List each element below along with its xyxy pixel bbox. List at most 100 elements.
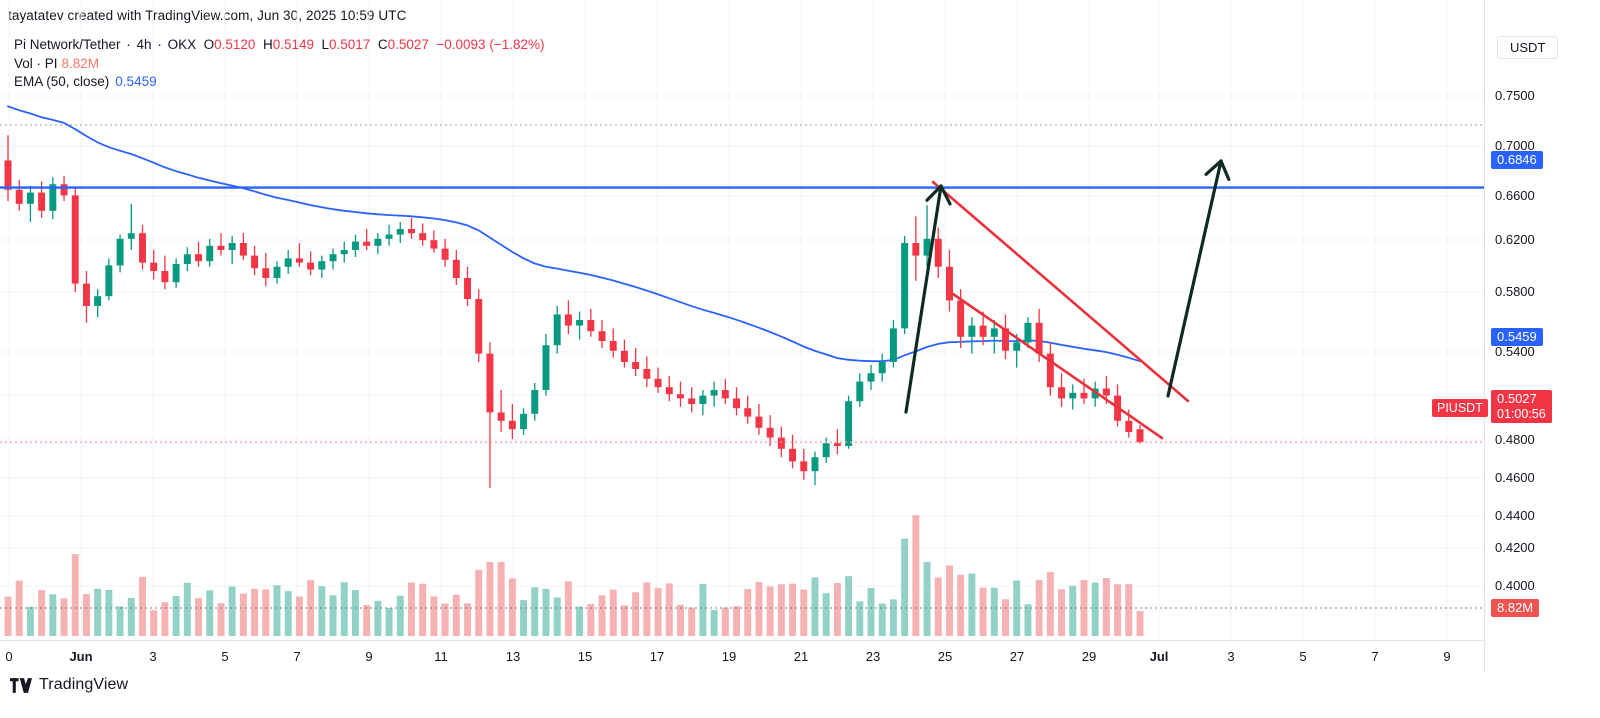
candle-body (1080, 392, 1088, 399)
volume-badge: 8.82M (1491, 599, 1540, 617)
candle-body (273, 266, 281, 278)
volume-bar (755, 581, 763, 636)
candle-body (1046, 353, 1054, 388)
ema-value: 0.5459 (115, 74, 157, 89)
candle-body (733, 398, 740, 409)
volume-value: 8.82M (61, 55, 100, 71)
volume-bar (105, 589, 113, 636)
candle-body (195, 254, 203, 262)
volume-label[interactable]: Vol · PI (14, 55, 58, 71)
impulse-arrow-up-head-b (925, 184, 943, 202)
volume-bar (351, 590, 359, 636)
volume-bar (430, 596, 438, 636)
candle-body (430, 240, 438, 249)
candle-body (419, 233, 427, 241)
channel-upper-trendline[interactable] (931, 180, 1190, 403)
candle-body (609, 341, 617, 351)
candle-body (878, 362, 886, 374)
volume-bar (912, 515, 920, 636)
volume-bar (486, 561, 494, 636)
ema-label[interactable]: EMA (50, close) (14, 74, 110, 89)
volume-bar (822, 593, 830, 636)
chart-canvas (0, 0, 1484, 640)
volume-bar (161, 602, 169, 636)
volume-bar (811, 577, 819, 636)
candle-body (408, 229, 415, 234)
candle-body (867, 373, 875, 382)
volume-bar (82, 594, 90, 636)
candle-body (923, 238, 931, 256)
chart-plot-area[interactable] (0, 0, 1484, 640)
candle-body (520, 413, 528, 430)
time-tick-7: 7 (293, 649, 301, 664)
candle-body (979, 325, 987, 337)
time-tick-Jun: Jun (69, 649, 93, 664)
candle-body (60, 184, 68, 196)
chart-legend: Pi Network/Tether · 4h · OKX O0.5120 H0.… (14, 36, 544, 92)
volume-bar (49, 594, 57, 636)
legend-exchange[interactable]: OKX (167, 37, 197, 52)
volume-bar (878, 603, 886, 636)
tradingview-logo-icon (10, 677, 32, 693)
candle-body (632, 362, 640, 369)
candle-body (82, 283, 90, 306)
candle-body (239, 243, 247, 256)
candle-body (351, 241, 359, 250)
volume-bar (856, 601, 864, 636)
candle-body (374, 238, 382, 246)
volume-bar (990, 587, 998, 636)
volume-bar (553, 597, 561, 636)
volume-bar (217, 603, 225, 636)
volume-bar (632, 592, 640, 636)
impulse-arrow-up[interactable] (904, 184, 952, 414)
candle-body (340, 250, 348, 255)
candle-body (553, 314, 561, 346)
projection-arrow-up[interactable] (1166, 159, 1231, 398)
time-tick-21: 21 (793, 649, 809, 664)
candle-body (934, 238, 942, 267)
volume-bar (26, 606, 34, 636)
candle-body (856, 381, 864, 402)
candle-body (699, 395, 707, 404)
time-tick-3: 3 (1227, 649, 1235, 664)
volume-bar (845, 576, 853, 636)
volume-bar (643, 582, 651, 636)
price-tick-0.4800: 0.4800 (1495, 432, 1535, 447)
volume-bar (340, 582, 348, 636)
candle-body (161, 271, 169, 283)
volume-bar (172, 596, 180, 636)
volume-bar (721, 607, 729, 636)
candle-body (49, 184, 57, 211)
volume-bar (654, 587, 662, 636)
candle-body (228, 243, 236, 250)
candle-body (318, 261, 326, 270)
volume-bar (1069, 585, 1077, 636)
time-tick-5: 5 (221, 649, 229, 664)
candle-body (677, 394, 684, 399)
candle-body (889, 328, 897, 362)
volume-bar (979, 587, 987, 636)
time-tick-3: 3 (149, 649, 157, 664)
legend-change: −0.0093 (−1.82%) (436, 37, 545, 52)
legend-high-value: 0.5149 (272, 37, 314, 52)
volume-bar (408, 582, 415, 636)
candle-body (251, 255, 259, 269)
price-axis[interactable]: USDT 0.7500 0.7000 0.6600 0.6200 0.5800 0.540… (1484, 0, 1600, 672)
candle-body (464, 278, 471, 299)
legend-symbol[interactable]: Pi Network/Tether (14, 37, 121, 52)
candle-body (643, 369, 651, 379)
volume-bar (1035, 579, 1043, 636)
volume-bar (1002, 599, 1009, 636)
volume-bar (116, 606, 124, 636)
candle-body (105, 265, 113, 297)
candlestick-series (4, 135, 1144, 488)
candle-body (1013, 342, 1021, 351)
candle-body (598, 331, 606, 341)
price-tick-0.4400: 0.4400 (1495, 508, 1535, 523)
channel-lower-trendline[interactable] (951, 292, 1164, 440)
time-axis[interactable]: 0 Jun 3 5 7 9 11 13 15 17 19 21 23 25 27 29 Jul 3 5 7 9 (0, 640, 1484, 672)
volume-bar (688, 607, 696, 636)
legend-interval[interactable]: 4h (136, 37, 152, 52)
candle-body (901, 243, 909, 329)
